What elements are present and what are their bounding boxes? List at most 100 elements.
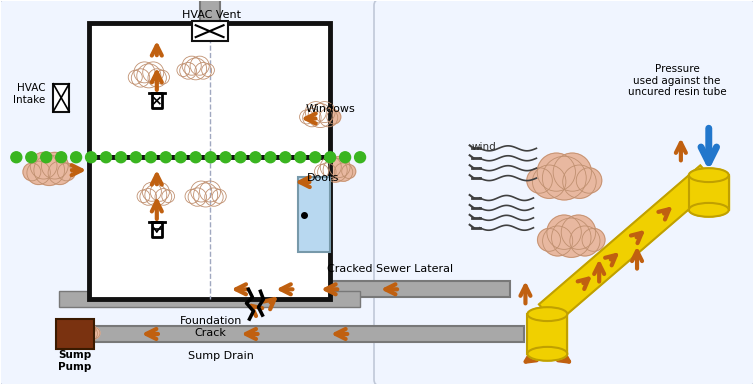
Circle shape: [148, 69, 167, 87]
Circle shape: [69, 326, 84, 341]
Circle shape: [201, 64, 214, 77]
Circle shape: [190, 56, 209, 75]
Circle shape: [185, 58, 207, 80]
Circle shape: [143, 182, 161, 201]
Bar: [299, 177, 330, 251]
Circle shape: [100, 152, 112, 163]
Bar: [201, 281, 510, 297]
Circle shape: [205, 188, 223, 206]
Circle shape: [182, 56, 201, 75]
Circle shape: [553, 153, 591, 191]
Text: HVAC Vent: HVAC Vent: [182, 10, 241, 20]
FancyBboxPatch shape: [0, 0, 378, 385]
Text: Cracked Sewer Lateral: Cracked Sewer Lateral: [327, 264, 453, 275]
Ellipse shape: [689, 203, 728, 217]
Circle shape: [582, 228, 605, 251]
Circle shape: [190, 152, 201, 163]
Circle shape: [71, 321, 88, 338]
Circle shape: [88, 327, 100, 339]
Circle shape: [185, 189, 199, 203]
Circle shape: [188, 188, 207, 206]
Circle shape: [317, 163, 336, 181]
Bar: [528, 314, 567, 354]
Circle shape: [11, 152, 22, 163]
Circle shape: [532, 165, 566, 198]
Polygon shape: [539, 166, 717, 324]
Bar: [54, 84, 69, 112]
Bar: [89, 23, 330, 157]
Circle shape: [320, 109, 338, 127]
Circle shape: [212, 189, 226, 203]
Text: Foundation
Crack: Foundation Crack: [179, 316, 242, 338]
Circle shape: [66, 327, 78, 339]
Circle shape: [179, 62, 197, 79]
Circle shape: [115, 152, 127, 163]
Text: Sump
Pump: Sump Pump: [58, 350, 92, 372]
Circle shape: [175, 152, 186, 163]
Circle shape: [538, 228, 560, 251]
FancyBboxPatch shape: [374, 0, 754, 385]
Circle shape: [314, 164, 329, 178]
Circle shape: [162, 190, 174, 203]
Circle shape: [57, 163, 75, 181]
Circle shape: [250, 152, 261, 163]
Circle shape: [570, 226, 600, 256]
Bar: [200, 0, 219, 26]
Circle shape: [71, 152, 81, 163]
Circle shape: [552, 218, 591, 257]
Circle shape: [342, 164, 356, 178]
Bar: [89, 157, 330, 299]
Circle shape: [205, 152, 216, 163]
Circle shape: [30, 152, 57, 179]
Circle shape: [325, 152, 336, 163]
Circle shape: [155, 70, 170, 84]
Text: Doors: Doors: [308, 173, 339, 183]
Circle shape: [562, 165, 596, 198]
Circle shape: [161, 152, 171, 163]
Circle shape: [235, 152, 246, 163]
Circle shape: [41, 152, 52, 163]
Text: Pressure
used against the
uncured resin tube: Pressure used against the uncured resin …: [627, 64, 726, 97]
Circle shape: [265, 152, 276, 163]
Circle shape: [48, 161, 72, 184]
Circle shape: [146, 152, 156, 163]
Circle shape: [136, 64, 161, 88]
Circle shape: [542, 156, 586, 200]
Circle shape: [137, 190, 150, 203]
Circle shape: [128, 70, 143, 84]
Text: Sump Drain: Sump Drain: [188, 351, 253, 361]
Bar: [57, 319, 94, 349]
Circle shape: [323, 158, 347, 182]
Circle shape: [308, 104, 333, 127]
Circle shape: [280, 152, 291, 163]
Circle shape: [561, 215, 596, 249]
Circle shape: [543, 226, 573, 256]
Circle shape: [130, 152, 141, 163]
Circle shape: [56, 152, 66, 163]
Circle shape: [339, 152, 351, 163]
Circle shape: [305, 102, 326, 122]
Circle shape: [177, 64, 190, 77]
Circle shape: [220, 152, 231, 163]
Circle shape: [527, 168, 553, 193]
Circle shape: [131, 69, 150, 87]
Circle shape: [150, 182, 170, 201]
Circle shape: [82, 326, 97, 341]
Circle shape: [334, 163, 353, 181]
Circle shape: [329, 156, 350, 177]
Circle shape: [26, 152, 37, 163]
Circle shape: [194, 183, 218, 207]
Circle shape: [155, 189, 172, 205]
Circle shape: [314, 102, 335, 122]
Circle shape: [145, 184, 167, 206]
Circle shape: [326, 110, 341, 124]
Bar: [117, 23, 139, 299]
Circle shape: [78, 321, 95, 338]
Circle shape: [85, 152, 97, 163]
Circle shape: [34, 155, 65, 186]
Circle shape: [320, 156, 342, 177]
Circle shape: [537, 153, 575, 191]
Ellipse shape: [528, 307, 567, 321]
Bar: [689, 175, 728, 210]
Circle shape: [302, 109, 321, 127]
